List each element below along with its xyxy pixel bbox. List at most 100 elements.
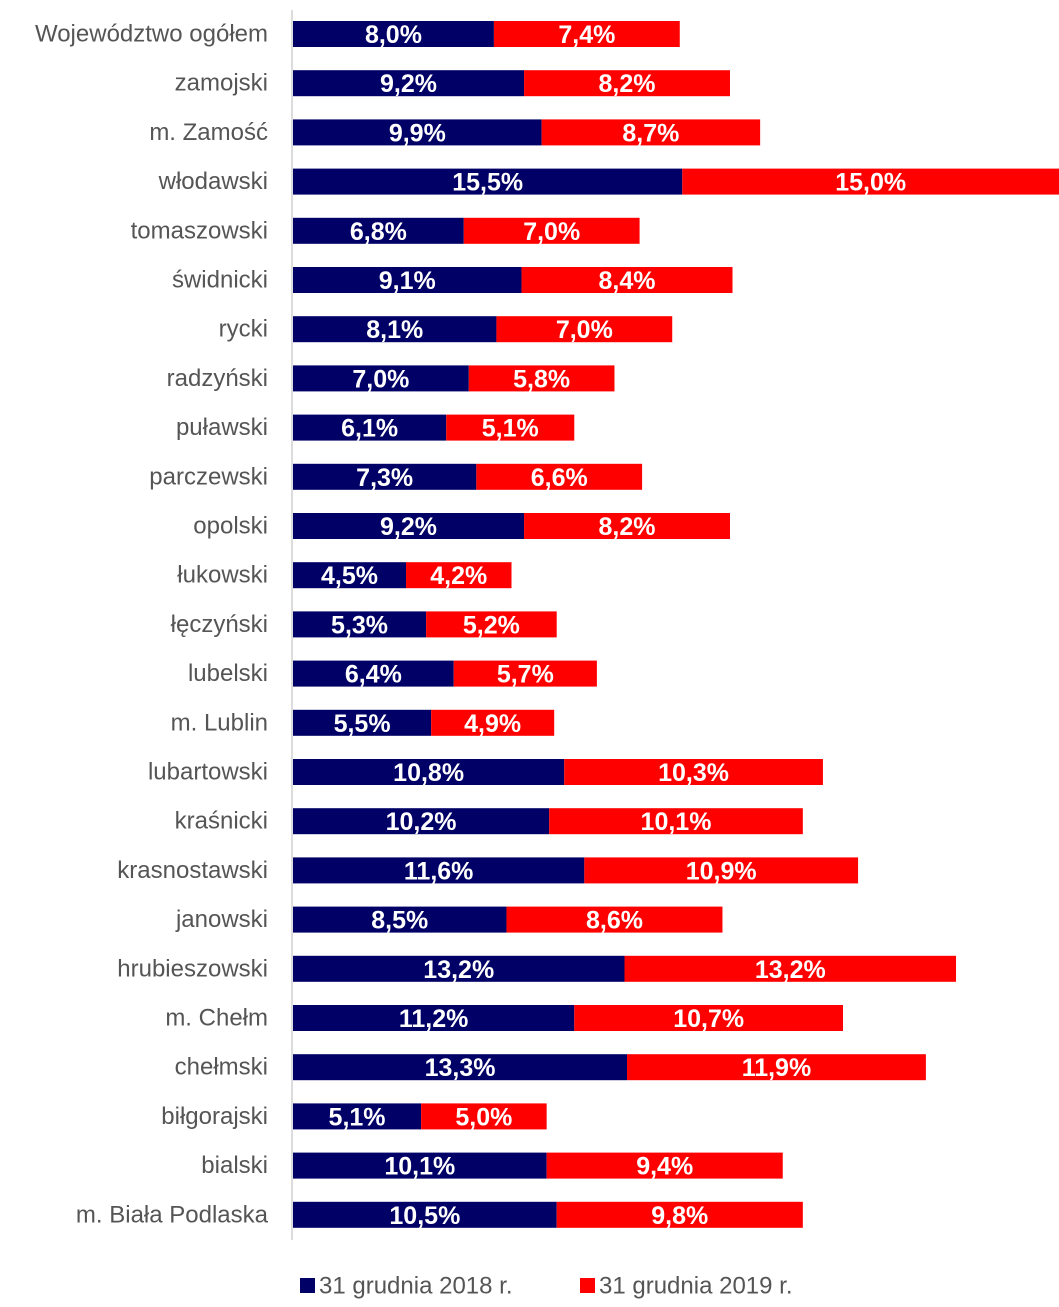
category-label: radzyński: [167, 365, 268, 392]
bar-2019: [468, 365, 615, 392]
data-label: 5,7%: [497, 661, 554, 689]
legend-label: 31 grudnia 2019 r.: [599, 1273, 793, 1300]
data-label: 13,2%: [423, 956, 494, 984]
bar-2018: [293, 217, 464, 244]
category-label: świdnicki: [172, 267, 268, 294]
bar-2018: [293, 513, 525, 539]
data-label: 8,2%: [599, 513, 656, 541]
data-label: 8,0%: [365, 21, 422, 49]
data-label: 4,5%: [321, 562, 378, 590]
bar-2019: [453, 660, 597, 687]
data-label: 4,9%: [464, 710, 521, 738]
category-label: łukowski: [177, 562, 268, 589]
bar-2019: [426, 611, 557, 638]
legend-swatch: [300, 1278, 315, 1293]
bar-2019: [446, 414, 575, 441]
bar-2018: [293, 808, 550, 835]
bar-2018: [293, 955, 625, 982]
data-label: 11,6%: [404, 857, 474, 885]
data-label: 5,0%: [455, 1103, 512, 1131]
bar-2019: [524, 513, 730, 539]
data-label: 11,2%: [399, 1005, 469, 1033]
category-label: parczewski: [149, 463, 268, 490]
data-labels: 8,0% 7,4% 9,2% 8,2% 9,9% 8,7% 15,5% 15,0% 6,8% 7,…: [321, 21, 906, 1230]
category-label: chełmski: [175, 1054, 268, 1081]
data-label: 10,7%: [673, 1005, 744, 1033]
data-label: 10,9%: [686, 857, 757, 885]
data-label: 6,1%: [341, 415, 398, 443]
category-label: kraśnicki: [175, 808, 268, 835]
category-label: lubartowski: [148, 759, 268, 786]
data-label: 9,4%: [636, 1153, 693, 1181]
bar-2018: [293, 709, 432, 736]
data-label: 8,6%: [586, 907, 643, 935]
bar-2018: [293, 21, 494, 47]
category-labels: Województwo ogółem zamojski m. Zamość włoda…: [35, 21, 269, 1229]
bar-2018: [293, 1152, 547, 1179]
data-label: 8,4%: [599, 267, 656, 295]
data-label: 10,2%: [386, 808, 457, 836]
bar-2019: [463, 217, 640, 244]
bar-2019: [476, 463, 643, 490]
data-label: 7,0%: [556, 316, 613, 344]
data-label: 5,8%: [513, 365, 570, 393]
bar-2019: [682, 168, 1059, 195]
bar-2019: [556, 1201, 803, 1228]
bar-2018: [293, 1201, 557, 1228]
category-label: m. Lublin: [171, 709, 268, 736]
category-label: puławski: [176, 414, 268, 441]
bar-2018: [293, 1054, 628, 1081]
category-label: rycki: [219, 316, 268, 343]
category-label: lubelski: [188, 660, 268, 687]
category-label: tomaszowski: [131, 217, 268, 244]
data-label: 10,5%: [389, 1202, 460, 1230]
bar-2019: [546, 1152, 783, 1179]
legend-label: 31 grudnia 2018 r.: [319, 1273, 513, 1300]
data-label: 9,1%: [379, 267, 436, 295]
category-label: włodawski: [158, 168, 268, 195]
data-label: 7,4%: [558, 21, 615, 49]
category-label: m. Chełm: [165, 1005, 268, 1032]
data-label: 7,0%: [352, 365, 409, 393]
data-label: 8,7%: [622, 119, 679, 147]
data-label: 13,3%: [425, 1054, 496, 1082]
category-label: krasnostawski: [117, 857, 268, 884]
data-label: 11,9%: [742, 1054, 812, 1082]
bar-2019: [493, 21, 680, 47]
bar-2018: [293, 611, 427, 638]
bar-2018: [293, 70, 525, 97]
bar-2019: [521, 267, 733, 293]
bar-2019: [421, 1103, 547, 1130]
bar-2019: [627, 1054, 926, 1081]
category-label: łęczyński: [171, 611, 268, 638]
bar-2019: [574, 1005, 844, 1031]
data-label: 9,2%: [380, 70, 437, 98]
bar-2019: [506, 906, 723, 933]
bar-2019: [406, 562, 512, 589]
data-label: 5,1%: [329, 1103, 386, 1131]
data-label: 7,0%: [523, 218, 580, 246]
bar-2019: [584, 857, 859, 884]
bar-2018: [293, 1103, 422, 1130]
bar-2018: [293, 267, 522, 293]
category-label: hrubieszowski: [117, 955, 268, 982]
data-label: 13,2%: [755, 956, 826, 984]
data-label: 15,5%: [452, 169, 523, 197]
category-label: opolski: [193, 513, 268, 540]
data-label: 5,5%: [334, 710, 391, 738]
data-label: 4,2%: [430, 562, 487, 590]
bar-2019: [549, 808, 803, 835]
data-label: 15,0%: [835, 169, 906, 197]
data-label: 8,5%: [371, 907, 428, 935]
bar-2018: [293, 463, 477, 490]
bar-2019: [541, 119, 761, 146]
data-label: 6,4%: [345, 661, 402, 689]
bar-2018: [293, 906, 507, 933]
bar-2019: [431, 709, 555, 736]
data-label: 5,1%: [482, 415, 539, 443]
category-label: janowski: [175, 906, 268, 933]
category-label: biłgorajski: [161, 1103, 268, 1130]
bar-2018: [293, 857, 585, 884]
data-label: 7,3%: [356, 464, 413, 492]
